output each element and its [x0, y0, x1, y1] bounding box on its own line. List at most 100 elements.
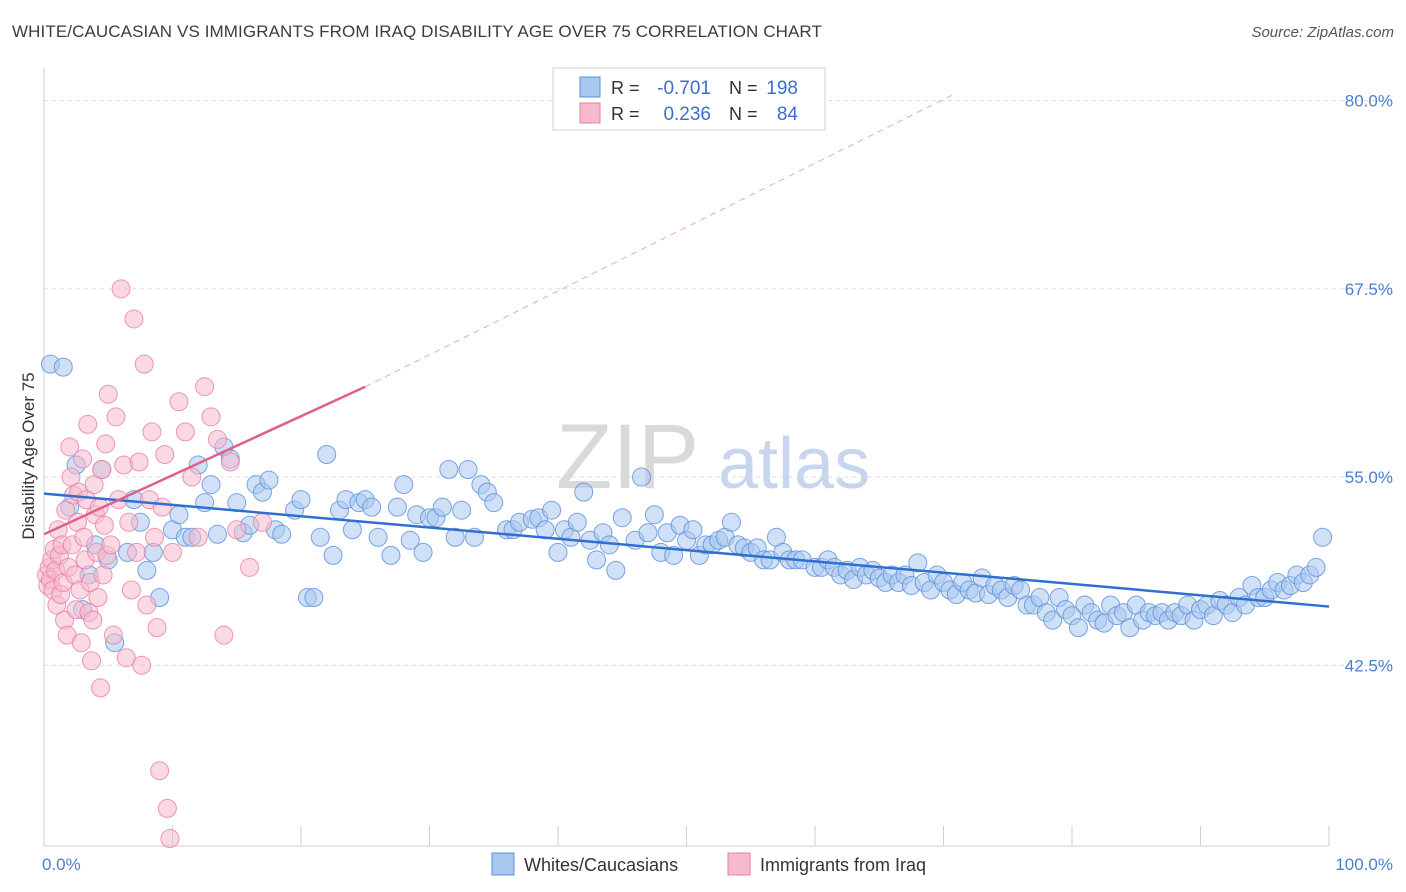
stats-r-value-blue: -0.701	[657, 78, 711, 99]
trend-extension-iraq	[365, 92, 957, 388]
trend-layer	[43, 92, 1330, 608]
point-iraq	[74, 527, 94, 547]
point-whites	[1068, 618, 1088, 638]
point-iraq	[92, 460, 112, 480]
y-tick-label: 42.5%	[1345, 656, 1393, 675]
x-tick-label: 0.0%	[42, 855, 81, 874]
point-whites	[317, 444, 337, 464]
point-iraq	[93, 565, 113, 585]
point-whites	[387, 497, 407, 517]
point-whites	[542, 500, 562, 520]
stats-legend-pink-swatch	[579, 102, 601, 124]
point-whites	[567, 512, 587, 532]
point-whites	[721, 512, 741, 532]
point-iraq	[182, 467, 202, 487]
point-iraq	[163, 542, 182, 562]
point-iraq	[142, 422, 162, 442]
point-iraq	[84, 475, 104, 495]
point-whites	[587, 550, 607, 570]
y-tick-label: 80.0%	[1345, 92, 1393, 111]
point-iraq	[114, 455, 134, 475]
point-iraq	[175, 422, 195, 442]
point-whites	[574, 482, 594, 502]
x-tick-label: 100.0%	[1335, 855, 1393, 874]
point-iraq	[73, 449, 93, 469]
legend-label-iraq: Immigrants from Iraq	[760, 855, 926, 875]
trend-line-iraq	[43, 385, 366, 536]
point-iraq	[214, 625, 234, 645]
point-whites	[439, 460, 459, 480]
stats-n-value-blue: 198	[766, 78, 798, 99]
point-iraq	[119, 512, 139, 532]
point-whites	[400, 530, 420, 550]
stats-r-label-blue: R =	[611, 78, 640, 98]
point-iraq	[227, 520, 247, 540]
point-iraq	[88, 588, 108, 608]
legend-swatch-iraq	[727, 852, 751, 876]
point-whites	[362, 497, 382, 517]
y-tick-label: 67.5%	[1345, 280, 1393, 299]
point-iraq	[96, 434, 116, 454]
stats-r-label-pink: R =	[611, 104, 640, 124]
point-iraq	[98, 384, 118, 404]
point-iraq	[83, 610, 103, 630]
series-legend: Whites/Caucasians Immigrants from Iraq	[491, 852, 926, 876]
point-iraq	[169, 392, 189, 412]
legend-label-whites: Whites/Caucasians	[524, 855, 678, 875]
point-iraq	[220, 452, 240, 472]
legend-swatch-whites	[491, 852, 515, 876]
point-whites	[53, 357, 73, 377]
point-whites	[548, 542, 568, 562]
point-whites	[1313, 527, 1333, 547]
point-whites	[381, 545, 401, 565]
stats-n-label-blue: N =	[729, 78, 758, 98]
point-whites	[612, 508, 632, 528]
watermark: ZIP atlas	[556, 406, 870, 508]
point-whites	[394, 475, 414, 495]
point-whites	[259, 470, 279, 490]
points-layer	[37, 279, 1333, 848]
point-iraq	[195, 377, 215, 397]
point-iraq	[152, 497, 172, 517]
point-iraq	[207, 429, 227, 449]
point-whites	[207, 524, 227, 544]
point-iraq	[201, 407, 221, 427]
point-iraq	[145, 527, 165, 547]
point-iraq	[252, 512, 272, 532]
trend-line-whites	[43, 492, 1330, 608]
point-iraq	[71, 633, 91, 653]
point-iraq	[150, 761, 170, 781]
point-iraq	[240, 557, 260, 577]
point-whites	[632, 467, 652, 487]
point-iraq	[116, 648, 136, 668]
stats-legend-blue-swatch	[579, 76, 601, 98]
point-whites	[458, 460, 478, 480]
watermark-atlas: atlas	[718, 424, 870, 504]
point-iraq	[147, 618, 167, 638]
point-whites	[342, 520, 362, 540]
point-iraq	[82, 651, 102, 671]
point-iraq	[134, 354, 154, 374]
point-whites	[368, 527, 388, 547]
point-iraq	[106, 407, 126, 427]
point-whites	[137, 560, 157, 580]
stats-n-label-pink: N =	[729, 104, 758, 124]
point-whites	[606, 560, 626, 580]
point-whites	[664, 545, 684, 565]
point-iraq	[103, 625, 123, 645]
point-iraq	[94, 515, 114, 535]
point-whites	[432, 497, 452, 517]
y-axis-title: Disability Age Over 75	[19, 372, 38, 539]
chart-title: WHITE/CAUCASIAN VS IMMIGRANTS FROM IRAQ …	[12, 22, 822, 41]
point-iraq	[78, 414, 98, 434]
point-iraq	[111, 279, 131, 299]
point-whites	[291, 490, 311, 510]
point-whites	[201, 475, 221, 495]
point-iraq	[129, 452, 149, 472]
point-iraq	[155, 444, 175, 464]
point-whites	[452, 500, 472, 520]
grid-layer	[44, 100, 1395, 666]
stats-n-value-pink: 84	[777, 104, 799, 125]
point-whites	[272, 524, 292, 544]
